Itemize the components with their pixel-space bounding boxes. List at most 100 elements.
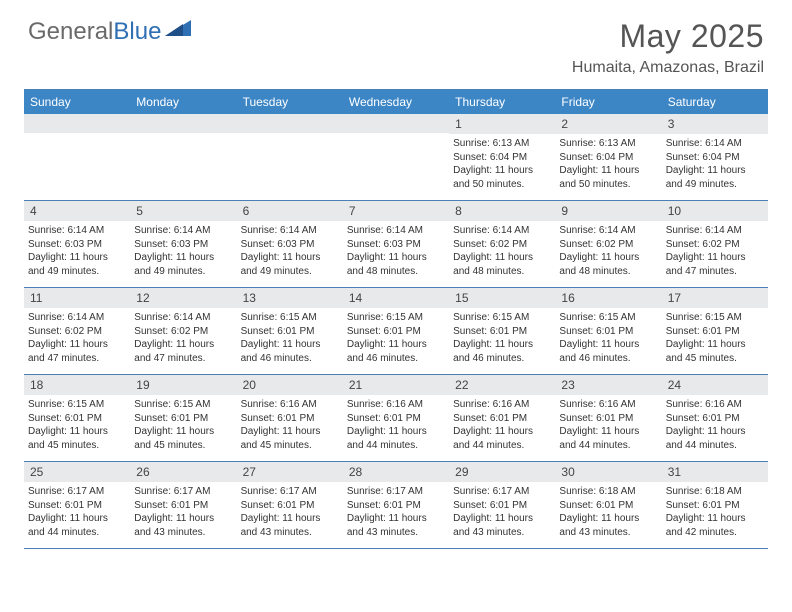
sunset-text: Sunset: 6:04 PM xyxy=(666,151,764,165)
sunrise-text: Sunrise: 6:14 AM xyxy=(241,224,339,238)
day-details: Sunrise: 6:14 AMSunset: 6:03 PMDaylight:… xyxy=(343,221,449,280)
day-details: Sunrise: 6:16 AMSunset: 6:01 PMDaylight:… xyxy=(662,395,768,454)
sunrise-text: Sunrise: 6:14 AM xyxy=(666,224,764,238)
day-number: 3 xyxy=(662,114,768,134)
sunrise-text: Sunrise: 6:17 AM xyxy=(28,485,126,499)
daylight-text: Daylight: 11 hours and 44 minutes. xyxy=(666,425,764,452)
day-number: 18 xyxy=(24,375,130,395)
daylight-text: Daylight: 11 hours and 43 minutes. xyxy=(453,512,551,539)
day-details: Sunrise: 6:13 AMSunset: 6:04 PMDaylight:… xyxy=(449,134,555,193)
daylight-text: Daylight: 11 hours and 50 minutes. xyxy=(453,164,551,191)
day-number: 9 xyxy=(555,201,661,221)
sunrise-text: Sunrise: 6:13 AM xyxy=(453,137,551,151)
day-cell: 8Sunrise: 6:14 AMSunset: 6:02 PMDaylight… xyxy=(449,201,555,287)
day-cell: 17Sunrise: 6:15 AMSunset: 6:01 PMDayligh… xyxy=(662,288,768,374)
day-number: 7 xyxy=(343,201,449,221)
day-number: 23 xyxy=(555,375,661,395)
sunset-text: Sunset: 6:02 PM xyxy=(453,238,551,252)
day-number xyxy=(24,114,130,133)
daylight-text: Daylight: 11 hours and 45 minutes. xyxy=(28,425,126,452)
sunset-text: Sunset: 6:04 PM xyxy=(453,151,551,165)
day-details: Sunrise: 6:16 AMSunset: 6:01 PMDaylight:… xyxy=(237,395,343,454)
daylight-text: Daylight: 11 hours and 46 minutes. xyxy=(453,338,551,365)
day-cell: 14Sunrise: 6:15 AMSunset: 6:01 PMDayligh… xyxy=(343,288,449,374)
day-number xyxy=(237,114,343,133)
day-details: Sunrise: 6:15 AMSunset: 6:01 PMDaylight:… xyxy=(130,395,236,454)
sunset-text: Sunset: 6:01 PM xyxy=(241,325,339,339)
daylight-text: Daylight: 11 hours and 49 minutes. xyxy=(241,251,339,278)
sunrise-text: Sunrise: 6:14 AM xyxy=(28,224,126,238)
day-details: Sunrise: 6:17 AMSunset: 6:01 PMDaylight:… xyxy=(343,482,449,541)
brand-logo: GeneralBlue xyxy=(28,18,191,46)
day-cell: 28Sunrise: 6:17 AMSunset: 6:01 PMDayligh… xyxy=(343,462,449,548)
day-cell: 22Sunrise: 6:16 AMSunset: 6:01 PMDayligh… xyxy=(449,375,555,461)
day-number: 12 xyxy=(130,288,236,308)
day-cell: 2Sunrise: 6:13 AMSunset: 6:04 PMDaylight… xyxy=(555,114,661,200)
day-cell: 23Sunrise: 6:16 AMSunset: 6:01 PMDayligh… xyxy=(555,375,661,461)
day-details: Sunrise: 6:14 AMSunset: 6:04 PMDaylight:… xyxy=(662,134,768,193)
sunrise-text: Sunrise: 6:16 AM xyxy=(241,398,339,412)
daylight-text: Daylight: 11 hours and 45 minutes. xyxy=(666,338,764,365)
triangle-icon xyxy=(165,18,191,43)
day-details: Sunrise: 6:15 AMSunset: 6:01 PMDaylight:… xyxy=(343,308,449,367)
brand-part1: General xyxy=(28,18,113,45)
day-details: Sunrise: 6:14 AMSunset: 6:02 PMDaylight:… xyxy=(449,221,555,280)
sunset-text: Sunset: 6:01 PM xyxy=(347,499,445,513)
sunrise-text: Sunrise: 6:17 AM xyxy=(347,485,445,499)
sunset-text: Sunset: 6:01 PM xyxy=(453,412,551,426)
day-details: Sunrise: 6:17 AMSunset: 6:01 PMDaylight:… xyxy=(449,482,555,541)
day-details: Sunrise: 6:16 AMSunset: 6:01 PMDaylight:… xyxy=(343,395,449,454)
dow-cell: Saturday xyxy=(662,90,768,114)
sunrise-text: Sunrise: 6:14 AM xyxy=(666,137,764,151)
day-number: 28 xyxy=(343,462,449,482)
daylight-text: Daylight: 11 hours and 47 minutes. xyxy=(28,338,126,365)
sunset-text: Sunset: 6:01 PM xyxy=(666,412,764,426)
daylight-text: Daylight: 11 hours and 48 minutes. xyxy=(453,251,551,278)
day-cell: 13Sunrise: 6:15 AMSunset: 6:01 PMDayligh… xyxy=(237,288,343,374)
day-cell: 29Sunrise: 6:17 AMSunset: 6:01 PMDayligh… xyxy=(449,462,555,548)
sunrise-text: Sunrise: 6:14 AM xyxy=(347,224,445,238)
sunrise-text: Sunrise: 6:18 AM xyxy=(559,485,657,499)
sunset-text: Sunset: 6:01 PM xyxy=(28,412,126,426)
day-cell xyxy=(343,114,449,200)
daylight-text: Daylight: 11 hours and 47 minutes. xyxy=(666,251,764,278)
sunrise-text: Sunrise: 6:14 AM xyxy=(559,224,657,238)
sunset-text: Sunset: 6:01 PM xyxy=(134,499,232,513)
brand-text: GeneralBlue xyxy=(28,18,161,46)
sunrise-text: Sunrise: 6:15 AM xyxy=(666,311,764,325)
day-number: 29 xyxy=(449,462,555,482)
sunrise-text: Sunrise: 6:16 AM xyxy=(453,398,551,412)
sunrise-text: Sunrise: 6:15 AM xyxy=(134,398,232,412)
day-number: 30 xyxy=(555,462,661,482)
day-details: Sunrise: 6:15 AMSunset: 6:01 PMDaylight:… xyxy=(24,395,130,454)
daylight-text: Daylight: 11 hours and 47 minutes. xyxy=(134,338,232,365)
day-number: 10 xyxy=(662,201,768,221)
sunset-text: Sunset: 6:03 PM xyxy=(134,238,232,252)
sunset-text: Sunset: 6:02 PM xyxy=(28,325,126,339)
sunrise-text: Sunrise: 6:17 AM xyxy=(453,485,551,499)
sunset-text: Sunset: 6:01 PM xyxy=(559,412,657,426)
sunrise-text: Sunrise: 6:17 AM xyxy=(241,485,339,499)
header: GeneralBlue May 2025 Humaita, Amazonas, … xyxy=(0,0,792,81)
day-number: 24 xyxy=(662,375,768,395)
sunrise-text: Sunrise: 6:16 AM xyxy=(347,398,445,412)
week-row: 18Sunrise: 6:15 AMSunset: 6:01 PMDayligh… xyxy=(24,375,768,462)
daylight-text: Daylight: 11 hours and 44 minutes. xyxy=(28,512,126,539)
day-cell: 10Sunrise: 6:14 AMSunset: 6:02 PMDayligh… xyxy=(662,201,768,287)
daylight-text: Daylight: 11 hours and 46 minutes. xyxy=(559,338,657,365)
day-cell: 3Sunrise: 6:14 AMSunset: 6:04 PMDaylight… xyxy=(662,114,768,200)
sunset-text: Sunset: 6:01 PM xyxy=(28,499,126,513)
daylight-text: Daylight: 11 hours and 43 minutes. xyxy=(134,512,232,539)
sunrise-text: Sunrise: 6:17 AM xyxy=(134,485,232,499)
sunrise-text: Sunrise: 6:14 AM xyxy=(134,311,232,325)
daylight-text: Daylight: 11 hours and 46 minutes. xyxy=(347,338,445,365)
day-cell xyxy=(24,114,130,200)
week-row: 4Sunrise: 6:14 AMSunset: 6:03 PMDaylight… xyxy=(24,201,768,288)
dow-cell: Monday xyxy=(130,90,236,114)
sunrise-text: Sunrise: 6:15 AM xyxy=(28,398,126,412)
day-number xyxy=(130,114,236,133)
day-number: 8 xyxy=(449,201,555,221)
sunset-text: Sunset: 6:01 PM xyxy=(241,412,339,426)
brand-part2: Blue xyxy=(113,18,161,45)
sunrise-text: Sunrise: 6:18 AM xyxy=(666,485,764,499)
